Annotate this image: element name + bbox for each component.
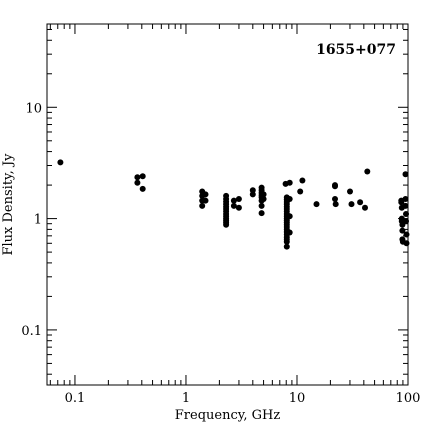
data-point bbox=[230, 197, 237, 204]
data-point bbox=[357, 199, 364, 206]
data-point bbox=[139, 185, 146, 192]
data-point bbox=[332, 201, 339, 208]
data-point bbox=[235, 204, 242, 211]
data-point bbox=[348, 201, 355, 208]
data-point bbox=[286, 179, 293, 186]
data-point bbox=[362, 204, 368, 211]
source-name-label: 1655+077 bbox=[316, 42, 396, 58]
data-point bbox=[258, 210, 265, 217]
data-point bbox=[235, 196, 242, 202]
data-point bbox=[202, 197, 209, 204]
data-point bbox=[299, 177, 306, 184]
data-point bbox=[402, 202, 409, 209]
data-point bbox=[286, 229, 293, 236]
x-tick-label: 100 bbox=[396, 391, 421, 406]
data-point bbox=[283, 243, 290, 250]
y-tick-label: 0.1 bbox=[21, 324, 42, 339]
data-point bbox=[260, 191, 267, 198]
axis-tick-labels: 0.1 1 10 100 0.1 1 10 bbox=[21, 101, 420, 406]
data-point bbox=[57, 159, 64, 166]
data-point bbox=[223, 221, 230, 228]
data-point bbox=[403, 211, 409, 217]
data-point bbox=[230, 202, 237, 209]
data-point bbox=[403, 231, 410, 238]
y-axis-label: Flux Density, Jy bbox=[1, 153, 16, 256]
x-tick-label: 10 bbox=[289, 391, 306, 406]
data-point bbox=[313, 201, 320, 208]
data-point bbox=[283, 238, 290, 245]
data-point bbox=[202, 191, 209, 198]
axis-ticks bbox=[47, 24, 409, 385]
data-point bbox=[402, 171, 409, 178]
x-tick-label: 1 bbox=[182, 391, 190, 406]
x-tick-label: 0.1 bbox=[65, 391, 86, 406]
data-point bbox=[399, 227, 406, 234]
data-point bbox=[134, 174, 141, 181]
data-point bbox=[199, 202, 206, 209]
data-point bbox=[398, 199, 405, 206]
data-point bbox=[249, 187, 256, 194]
y-tick-label: 1 bbox=[34, 213, 42, 228]
data-point bbox=[403, 240, 410, 247]
data-point bbox=[364, 168, 371, 175]
data-point bbox=[403, 218, 409, 225]
data-point bbox=[297, 188, 304, 195]
data-point bbox=[286, 213, 293, 220]
data-point bbox=[347, 188, 353, 195]
data-point bbox=[332, 196, 338, 202]
data-points bbox=[57, 159, 410, 250]
data-point bbox=[286, 196, 293, 202]
data-point bbox=[260, 196, 267, 202]
data-point bbox=[139, 173, 146, 180]
data-point bbox=[249, 191, 256, 198]
data-point bbox=[399, 221, 406, 228]
y-tick-label: 10 bbox=[25, 101, 42, 116]
data-point bbox=[332, 183, 338, 190]
data-point bbox=[258, 202, 265, 209]
data-point bbox=[402, 196, 409, 202]
data-point bbox=[134, 179, 141, 186]
x-axis-label: Frequency, GHz bbox=[175, 408, 281, 423]
